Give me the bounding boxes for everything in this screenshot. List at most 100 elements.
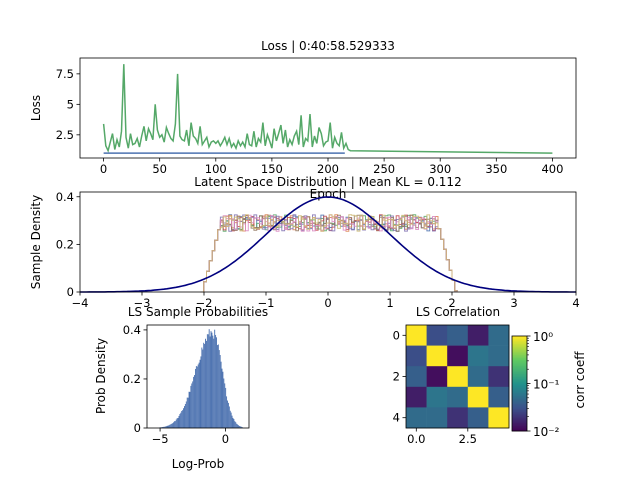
colorbar-segment xyxy=(512,427,527,430)
ls-prob-bar xyxy=(185,401,187,428)
loss-xtick-label: 50 xyxy=(152,162,167,176)
latent-ytick-label: 0.4 xyxy=(56,190,74,204)
ls-prob-bar xyxy=(180,412,182,428)
ls-prob-title: LS Sample Probabilities xyxy=(128,305,268,319)
colorbar-segment xyxy=(512,391,527,394)
ls-prob-bar xyxy=(217,344,219,428)
ls-prob-bar xyxy=(199,359,201,428)
loss-xtick-label: 100 xyxy=(205,162,227,176)
ls-prob-bar xyxy=(194,375,195,428)
ls-prob-bar xyxy=(187,397,189,428)
latent-ytick-label: 0.2 xyxy=(56,237,74,251)
loss-ytick-label: 7.5 xyxy=(56,67,74,81)
ls-prob-bar xyxy=(227,402,229,428)
colorbar-label: corr coeff xyxy=(573,351,587,409)
colorbar-segment xyxy=(512,356,527,359)
colorbar-segment xyxy=(512,396,527,399)
colorbar-segment xyxy=(512,348,527,351)
ls-prob-bar xyxy=(205,340,207,428)
latent-frame xyxy=(79,191,577,293)
colorbar-segment xyxy=(512,402,527,405)
ls-prob-bar xyxy=(170,424,172,428)
loss-xtick-label: 150 xyxy=(261,162,283,176)
colorbar-segment xyxy=(512,405,527,408)
ls-corr-cell xyxy=(406,407,427,429)
ls-prob-bar xyxy=(163,426,165,428)
ls-corr-xtick-label: 2.5 xyxy=(459,432,477,446)
ls-prob-bar xyxy=(174,421,176,428)
loss-title: Loss | 0:40:58.529333 xyxy=(261,39,395,53)
ls-corr-cell xyxy=(406,386,427,408)
ls-corr-title: LS Correlation xyxy=(416,305,500,319)
ls-prob-bar xyxy=(171,423,173,428)
ls-prob-bar xyxy=(167,425,169,428)
loss-xtick-label: 350 xyxy=(485,162,507,176)
ls-corr-ytick-label: 2 xyxy=(393,370,400,384)
colorbar-segment xyxy=(512,369,527,372)
ls-prob-plot-area xyxy=(159,329,243,428)
ls-prob-bar xyxy=(178,415,180,428)
loss-xtick-label: 200 xyxy=(317,162,339,176)
colorbar-segment xyxy=(512,342,527,345)
ls-corr-cell xyxy=(467,407,489,429)
ls-prob-bar xyxy=(228,406,230,428)
colorbar-segment xyxy=(512,355,527,357)
latent-panel: −4 −3 −2 −1 0 1 2 3 4 0 0.2 0.4 Latent Space Distri… xyxy=(29,175,580,310)
colorbar-segment xyxy=(512,378,527,381)
colorbar-segment xyxy=(512,380,527,383)
ls-corr-cell xyxy=(488,407,510,429)
colorbar-segment xyxy=(512,421,527,424)
ls-prob-bar xyxy=(206,334,208,428)
latent-normal-curve xyxy=(80,196,576,293)
ls-prob-bar xyxy=(183,408,185,428)
ls-prob-bar xyxy=(198,362,200,428)
ls-prob-bar xyxy=(189,391,191,428)
ls-prob-bar xyxy=(164,426,166,428)
colorbar-segment xyxy=(512,359,527,362)
ls-corr-cell xyxy=(426,366,448,388)
colorbar-segment xyxy=(512,370,527,373)
ls-prob-ytick-label: 0 xyxy=(134,421,141,435)
ls-prob-bar xyxy=(173,421,175,428)
ls-prob-bar xyxy=(173,422,174,428)
ls-prob-bar xyxy=(207,334,209,428)
ls-corr-xtick-label: 0.0 xyxy=(407,432,425,446)
ls-prob-bar xyxy=(177,417,179,428)
ls-prob-bar xyxy=(229,410,231,428)
ls-prob-bar xyxy=(235,422,237,428)
colorbar-tick-label: 10⁰ xyxy=(533,330,553,344)
colorbar-segment xyxy=(512,424,527,427)
ls-corr-cell xyxy=(447,345,469,367)
ls-prob-bar xyxy=(194,368,196,428)
colorbar-segment xyxy=(512,351,527,354)
ls-prob-bar xyxy=(231,415,233,428)
latent-xtick-label: 3 xyxy=(510,296,517,310)
ls-prob-bar xyxy=(214,329,216,428)
latent-ylabel: Sample Density xyxy=(29,195,43,289)
ls-prob-bar xyxy=(238,425,239,428)
colorbar-segment xyxy=(512,394,527,397)
colorbar-segment xyxy=(512,393,527,395)
ls-corr-panel: 0.0 2.5 0 2 4 LS Correlation 10⁰ 10⁻¹ 10⁻² cor… xyxy=(393,305,587,446)
ls-prob-bar xyxy=(238,425,240,428)
colorbar-segment xyxy=(512,347,527,350)
latent-xtick-label: −2 xyxy=(196,296,213,310)
ls-prob-bar xyxy=(221,368,223,428)
ls-prob-bar xyxy=(237,424,239,428)
colorbar-segment xyxy=(512,377,527,380)
colorbar-segment xyxy=(512,415,527,418)
ls-prob-bar xyxy=(226,396,228,428)
colorbar-segment xyxy=(512,407,527,410)
loss-ytick-label: 5 xyxy=(67,97,74,111)
colorbar-tick-label: 10⁻¹ xyxy=(533,378,560,392)
ls-prob-bar xyxy=(204,343,206,428)
ls-corr-cell xyxy=(447,366,469,388)
colorbar-segment xyxy=(512,413,527,416)
colorbar-segment xyxy=(512,336,527,338)
ls-prob-frame xyxy=(146,324,250,429)
ls-prob-bar xyxy=(188,391,190,428)
ls-prob-bar xyxy=(220,361,222,428)
ls-prob-bar xyxy=(209,336,211,428)
ls-prob-bar xyxy=(218,350,220,428)
